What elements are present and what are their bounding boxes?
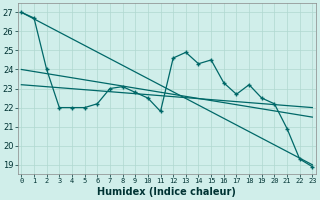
X-axis label: Humidex (Indice chaleur): Humidex (Indice chaleur): [97, 187, 236, 197]
